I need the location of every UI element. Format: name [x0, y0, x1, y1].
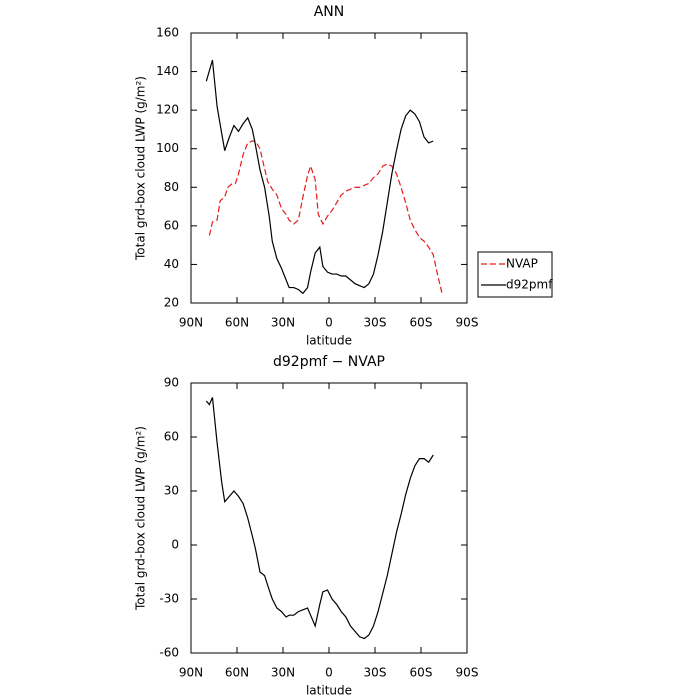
x-tick-label: 30S: [364, 316, 387, 330]
chart-title: d92pmf − NVAP: [273, 354, 385, 370]
series-line: [205, 59, 434, 295]
x-tick-label: 90N: [179, 666, 203, 680]
x-tick-label: 60S: [410, 316, 433, 330]
plot-frame: [190, 382, 468, 654]
y-tick-label: -60: [159, 646, 179, 660]
x-axis-label: latitude: [306, 684, 352, 698]
y-tick-label: 60: [164, 430, 179, 444]
y-tick-label: 0: [171, 538, 179, 552]
y-tick-label: 20: [164, 296, 179, 310]
y-tick-label: 80: [164, 180, 179, 194]
x-tick-label: 90S: [456, 316, 479, 330]
chart-title: ANN: [314, 4, 345, 20]
x-axis-label: latitude: [306, 334, 352, 348]
y-tick-label: 100: [156, 141, 179, 155]
y-tick-label: 30: [164, 484, 179, 498]
x-tick-label: 90S: [456, 666, 479, 680]
x-tick-label: 30N: [271, 316, 295, 330]
y-tick-label: -30: [159, 592, 179, 606]
series-line: [205, 397, 434, 640]
y-tick-label: 120: [156, 103, 179, 117]
legend-label: NVAP: [506, 257, 538, 271]
x-tick-label: 60N: [225, 316, 249, 330]
y-tick-label: 40: [164, 257, 179, 271]
plot-frame: [190, 32, 468, 304]
x-tick-label: 60N: [225, 666, 249, 680]
x-tick-label: 90N: [179, 316, 203, 330]
x-tick-label: 30N: [271, 666, 295, 680]
y-axis-label: Total grd-box cloud LWP (g/m²): [134, 76, 148, 261]
x-tick-label: 0: [325, 666, 333, 680]
y-tick-label: 140: [156, 64, 179, 78]
y-tick-label: 90: [164, 376, 179, 390]
x-tick-label: 0: [325, 316, 333, 330]
y-axis-label: Total grd-box cloud LWP (g/m²): [134, 426, 148, 611]
x-tick-label: 30S: [364, 666, 387, 680]
y-tick-label: 160: [156, 26, 179, 40]
x-tick-label: 60S: [410, 666, 433, 680]
legend-label: d92pmf: [506, 278, 553, 292]
legend-box: [477, 251, 553, 298]
y-tick-label: 60: [164, 218, 179, 232]
series-line: [208, 140, 444, 296]
